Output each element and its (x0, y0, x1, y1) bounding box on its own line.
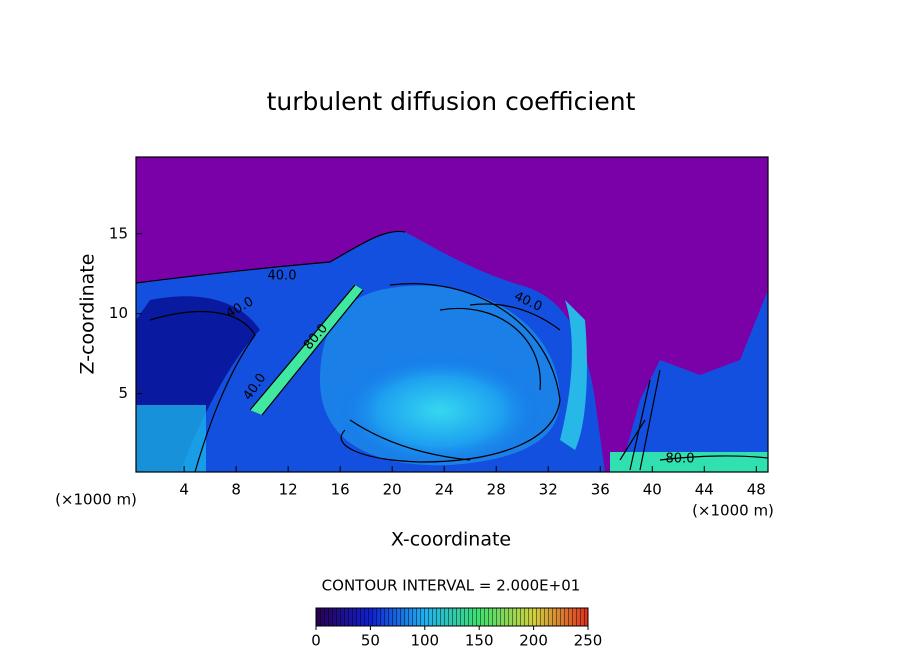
x-tick-label: 24 (435, 481, 454, 499)
colorbar-tick-label: 150 (465, 632, 494, 650)
x-tick-label: 20 (383, 481, 402, 499)
colorbar-tick-label: 200 (519, 632, 548, 650)
y-tick-label: 15 (109, 224, 128, 242)
chart-title: turbulent diffusion coefficient (267, 87, 636, 116)
x-unit-label: (×1000 m) (55, 491, 137, 509)
contour-label: 40.0 (268, 269, 297, 284)
x-tick-label: 12 (279, 481, 298, 499)
x-tick-label: 28 (487, 481, 506, 499)
x-tick-label: 36 (591, 481, 610, 499)
x-tick-label: 44 (695, 481, 714, 499)
contour-label: 80.0 (666, 452, 695, 467)
colorbar-tick-label: 250 (574, 632, 603, 650)
x-tick-label: 40 (643, 481, 662, 499)
x-tick-label: 32 (539, 481, 558, 499)
x-axis-label: X-coordinate (391, 529, 511, 551)
y-tick-label: 10 (109, 304, 128, 322)
x-tick-label: 4 (179, 481, 189, 499)
plot-frame (135, 156, 769, 473)
colorbar-tick-label: 0 (311, 632, 321, 650)
colorbar-tick-label: 100 (410, 632, 439, 650)
x-tick-label: 16 (331, 481, 350, 499)
colorbar-tick-label: 50 (361, 632, 380, 650)
colorbar-title: CONTOUR INTERVAL = 2.000E+01 (322, 577, 581, 595)
contour-field (136, 157, 768, 472)
x-tick-label: 48 (747, 481, 766, 499)
y-axis-label: Z-coordinate (77, 254, 99, 375)
x-tick-label: 8 (231, 481, 241, 499)
y-tick-label: 5 (118, 384, 128, 402)
x-unit-label: (×1000 m) (692, 502, 774, 520)
colorbar-frame (315, 607, 589, 627)
